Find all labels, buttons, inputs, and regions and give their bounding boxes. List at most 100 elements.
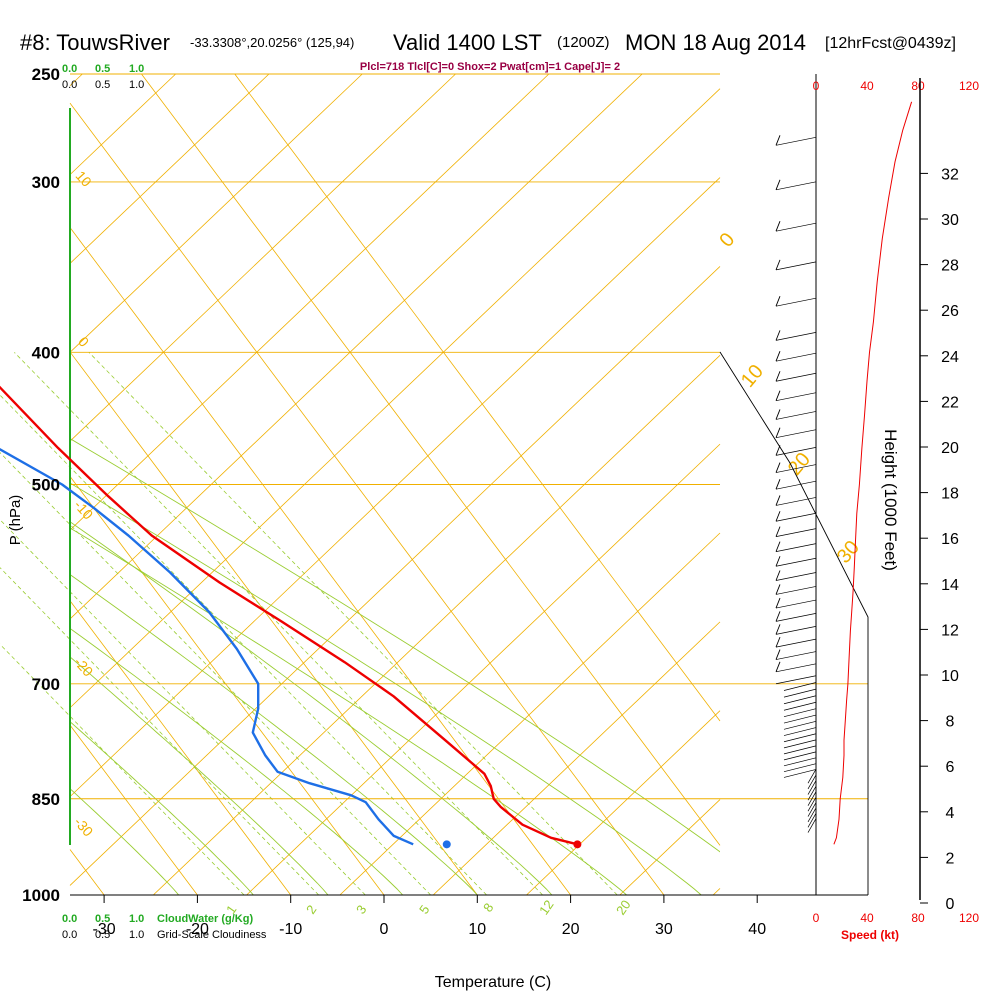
valid-date: MON 18 Aug 2014 [625,30,806,55]
wind-barb [775,352,817,362]
cloudiness-bottom-tick: 0.5 [95,929,110,941]
x-tick-label: 30 [655,921,673,938]
cloudiness-label: Grid-Scale Cloudiness [157,929,267,941]
wind-barb [775,181,817,191]
wind-barb [783,745,817,755]
mixing-ratio-line [14,352,543,896]
wind-barb [807,769,817,784]
cloud-top-tick: 0.0 [62,63,77,75]
wind-barb [783,701,817,711]
cloud-top-tick: 0.5 [95,63,110,75]
dry-adiabat-label: 0 [75,333,92,350]
wind-barb-flag [775,350,781,362]
isotherm-line [234,73,721,722]
mixing-ratio-line [0,394,487,896]
wind-barb [807,774,817,790]
moist-adiabat-curve [70,438,720,853]
surface-temperature-marker [573,840,582,849]
wind-barb [775,332,817,341]
valid-time: Valid 1400 LST [393,30,542,55]
moist-adiabat-curve [70,656,329,895]
wind-barb [775,572,817,581]
wind-barb [775,429,817,439]
mixing-ratio-labels: 1 2 3 5 8 12 20 [223,897,634,917]
wind-barb [775,297,817,307]
cloudiness-bottom-tick: 1.0 [129,929,144,941]
dry-adiabat-line [526,710,721,896]
cloud-bottom-tick: 1.0 [129,913,144,925]
height-tick-label: 14 [941,577,959,594]
speed-tick-top: 40 [860,79,874,93]
wind-barb [783,763,817,773]
wind-barb-flag [775,649,781,660]
mixing-ratio-line [0,519,366,896]
wind-barb [775,651,817,660]
dry-adiabat-line [432,621,721,896]
height-tick-label: 0 [946,896,955,913]
cloud-bottom-tick: 0.0 [62,913,77,925]
wind-panel: 0040408080120120024681012141618202224262… [719,74,979,925]
wind-barb-flag [775,330,781,341]
cloud-top-tick: 1.0 [129,63,144,75]
wind-barb [807,818,817,833]
isotherm-label: 10 [737,361,768,392]
forecast-info: [12hrFcst@0439z] [825,35,956,52]
dry-adiabat-line [153,354,721,896]
wind-barb [775,675,817,685]
cloudiness-top-tick: 0.5 [95,79,110,91]
y-tick-label: 1000 [22,886,60,905]
stability-indices: Plcl=718 Tlcl[C]=0 Shox=2 Pwat[cm]=1 Cap… [360,61,620,73]
dry-adiabat-line [69,177,721,797]
mixing-ratio-line [0,567,319,896]
mixing-ratio-line [0,452,431,896]
wind-barb-flag [775,390,781,401]
y-tick-label: 700 [32,675,60,694]
x-axis-title: Temperature (C) [435,974,551,991]
y-axis-title: P (hPa) [7,495,24,546]
height-tick-label: 22 [941,394,959,411]
cloud-water-label: CloudWater (g/Kg) [157,913,253,925]
dry-adiabat-line [619,799,721,896]
wind-barb [775,599,817,609]
cloudiness-top-tick: 0.0 [62,79,77,91]
wind-barb-flag [775,179,781,190]
height-tick-label: 6 [946,759,955,776]
wind-barb [807,802,817,817]
height-axis-title: Height (1000 Feet) [881,429,900,571]
x-tick-label: 10 [468,921,486,938]
wind-barb-flag [775,597,781,609]
wind-barb [783,739,817,749]
wind-barb [783,751,817,761]
wind-barb [783,688,817,698]
height-tick-label: 8 [946,714,955,731]
wind-barb [775,411,817,420]
wind-barb-flag [775,479,781,490]
mixing-ratio-label: 2 [303,902,319,917]
isotherm-line [69,227,571,896]
wind-barb-flag [775,409,781,420]
wind-barb-flag [775,611,781,622]
wind-barb-flag [775,541,781,552]
mixing-ratio-label: 20 [613,897,634,917]
wind-barb-flag [775,296,781,307]
sounding-series [0,385,582,849]
isotherm-label: 0 [715,229,739,252]
moist-adiabat-curve [70,573,478,895]
station-coords: -33.3308°,20.0256° (125,94) [190,35,354,50]
height-tick-label: 24 [941,349,959,366]
moist-adiabats [70,438,720,895]
wind-barb [775,464,817,473]
mixing-ratio-label: 5 [416,902,432,917]
height-tick-label: 30 [941,212,959,229]
wind-barb-flag [775,495,781,506]
cloud-axis-bottom: 0.0 0.5 1.0 CloudWater (g/Kg) 0.0 0.5 1.… [62,913,267,941]
wind-barb [807,791,817,806]
wind-barb [775,663,817,673]
station-title: #8: TouwsRiver [20,30,170,55]
zulu-time: (1200Z) [557,34,610,51]
speed-tick-bottom: 80 [911,911,925,925]
y-tick-label: 500 [32,476,60,495]
height-tick-label: 12 [941,622,959,639]
x-tick-label: -30 [93,921,116,938]
